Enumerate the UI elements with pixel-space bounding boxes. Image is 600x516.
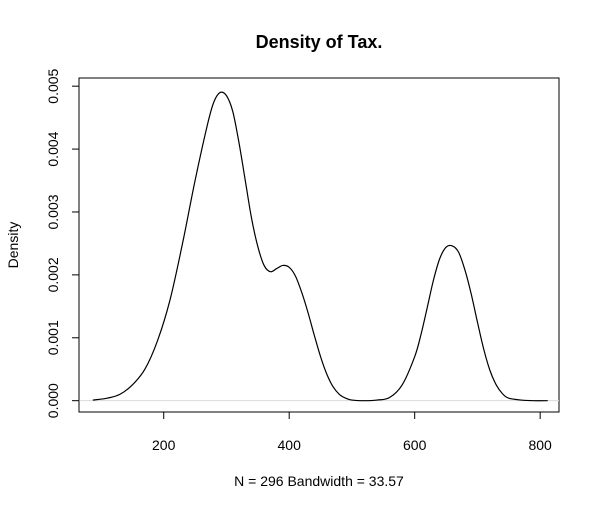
y-tick-label: 0.002	[45, 257, 61, 292]
y-axis-label: Density	[5, 222, 21, 269]
y-tick-label: 0.005	[45, 68, 61, 103]
x-axis-label: N = 296 Bandwidth = 33.57	[234, 473, 404, 489]
density-curve	[92, 91, 548, 402]
y-tick-label: 0.004	[45, 131, 61, 166]
x-tick-label: 200	[152, 437, 176, 453]
x-tick-label: 600	[403, 437, 427, 453]
x-tick-label: 400	[278, 437, 302, 453]
x-tick-label: 800	[528, 437, 552, 453]
y-tick-label: 0.000	[45, 383, 61, 418]
y-tick-label: 0.001	[45, 320, 61, 355]
y-tick-label: 0.003	[45, 194, 61, 229]
chart-title: Density of Tax.	[256, 32, 383, 52]
